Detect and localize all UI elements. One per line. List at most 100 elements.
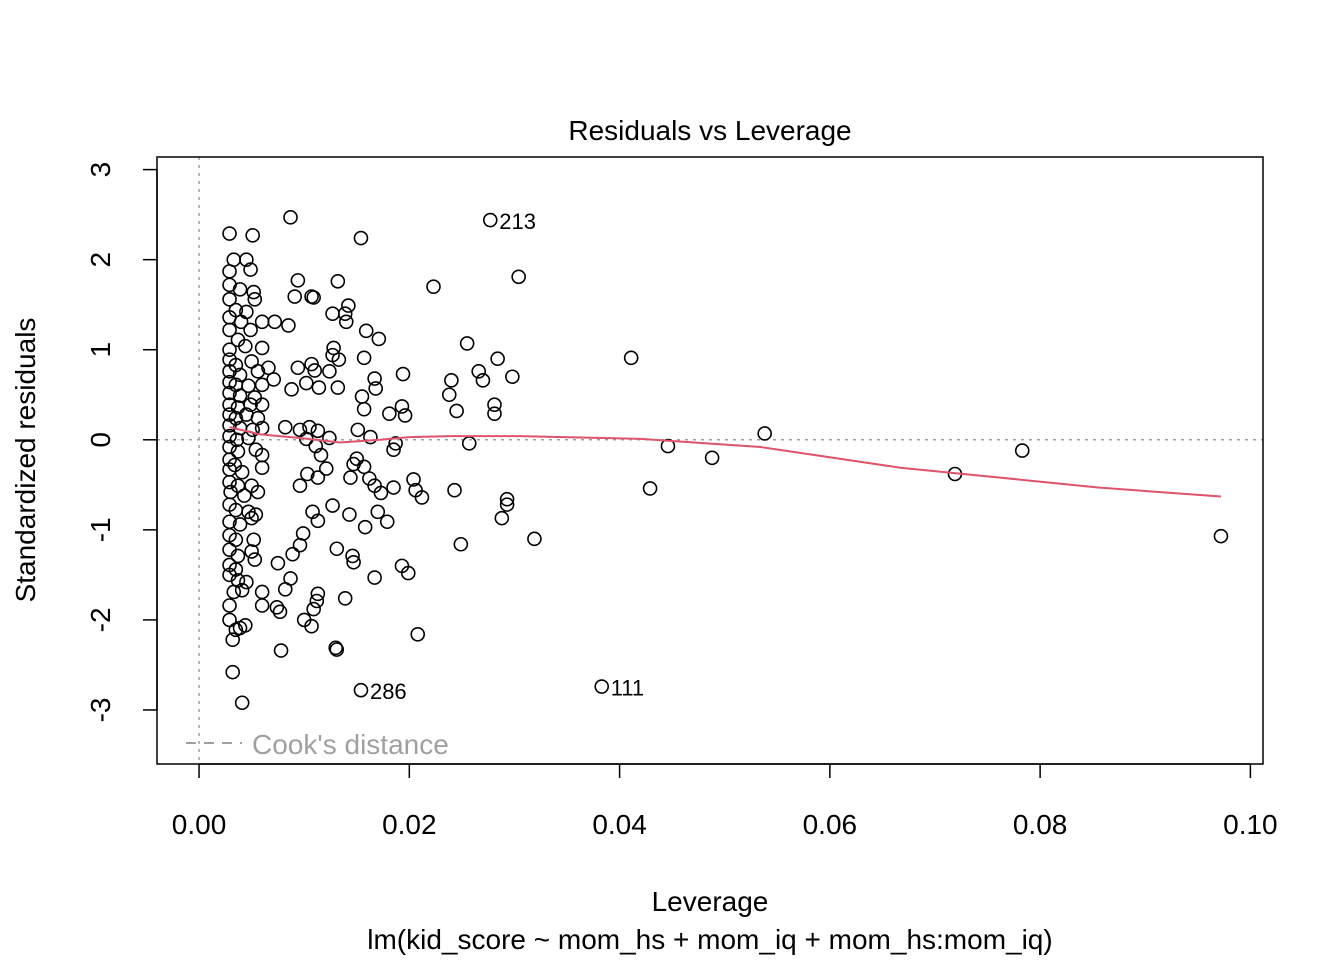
data-point	[482, 212, 498, 228]
data-point	[331, 352, 347, 367]
data-point	[318, 461, 334, 476]
data-point	[757, 426, 772, 441]
y-tick-label: -1	[85, 517, 116, 542]
data-point	[222, 598, 237, 613]
data-point	[356, 401, 372, 417]
data-point	[272, 604, 288, 620]
data-point	[232, 388, 248, 403]
data-point	[388, 436, 403, 451]
data-point	[357, 519, 373, 535]
data-point	[310, 513, 326, 529]
data-point	[247, 291, 263, 307]
data-point	[441, 387, 457, 403]
y-tick-label: 3	[85, 162, 116, 178]
data-point	[250, 410, 266, 426]
x-axis: 0.00 0.02 0.04 0.06 0.08 0.10	[172, 763, 1278, 840]
data-point	[338, 314, 354, 330]
data-point	[306, 601, 321, 617]
data-point	[368, 381, 383, 396]
y-tick-label: 0	[85, 432, 116, 448]
data-point	[342, 507, 357, 522]
data-point	[345, 548, 360, 564]
data-point	[298, 375, 314, 391]
point-label: 111	[611, 676, 644, 701]
data-point	[322, 364, 337, 379]
data-point	[230, 444, 246, 459]
x-tick-label: 0.04	[592, 809, 647, 840]
data-point	[292, 537, 308, 553]
data-point	[310, 470, 326, 485]
data-point	[397, 408, 413, 423]
data-point	[395, 366, 411, 382]
plot-area: 213 111 286	[157, 157, 1263, 764]
data-point	[307, 363, 322, 378]
data-point	[330, 273, 346, 289]
data-point	[226, 584, 242, 600]
data-point	[245, 422, 260, 438]
data-point	[499, 491, 515, 507]
y-tick-label: -3	[85, 698, 116, 723]
data-point	[277, 419, 293, 435]
data-point	[250, 364, 266, 379]
data-point	[494, 510, 510, 526]
data-point	[287, 289, 303, 304]
data-point	[453, 536, 469, 552]
data-point	[505, 369, 520, 385]
data-point	[254, 397, 270, 412]
data-point	[243, 262, 258, 277]
data-point	[330, 380, 346, 395]
data-point	[239, 252, 254, 267]
x-tick-label: 0.06	[803, 809, 858, 840]
data-point	[642, 481, 658, 496]
data-point	[660, 438, 676, 454]
data-point	[325, 498, 340, 513]
data-point	[285, 546, 300, 562]
data-point	[341, 298, 356, 313]
data-point	[487, 397, 502, 412]
data-point	[310, 586, 326, 602]
data-point	[269, 599, 285, 615]
data-point	[487, 406, 502, 421]
data-point	[225, 632, 240, 648]
data-point	[222, 397, 237, 412]
data-point	[310, 423, 326, 439]
data-point	[704, 450, 720, 466]
data-point	[232, 517, 248, 532]
data-point	[353, 682, 369, 698]
data-point	[281, 318, 296, 333]
data-point	[222, 428, 237, 444]
point-label: 213	[499, 209, 536, 234]
data-point	[233, 314, 249, 330]
data-point	[254, 598, 270, 613]
data-point	[243, 397, 258, 412]
data-point	[379, 514, 395, 530]
data-point	[292, 478, 308, 494]
data-point	[623, 350, 639, 366]
data-point	[367, 371, 382, 386]
y-tick-label: 2	[85, 252, 116, 268]
y-tick-label: 1	[85, 342, 116, 358]
data-point	[246, 532, 262, 548]
data-point	[283, 210, 298, 225]
data-point	[370, 504, 386, 520]
data-point	[406, 472, 421, 487]
data-point	[222, 342, 237, 358]
data-point	[270, 555, 286, 571]
data-point	[350, 422, 366, 438]
data-point	[250, 484, 266, 500]
data-point	[248, 507, 264, 522]
chart-title: Residuals vs Leverage	[568, 115, 851, 146]
data-point	[222, 418, 237, 433]
data-point	[225, 664, 240, 680]
x-tick-label: 0.00	[172, 809, 227, 840]
data-point	[410, 627, 426, 642]
data-point	[222, 364, 237, 379]
data-point	[254, 584, 270, 600]
data-point	[444, 373, 459, 388]
data-point	[222, 474, 237, 490]
data-point	[499, 497, 515, 512]
data-point	[254, 377, 270, 393]
data-point	[238, 338, 253, 354]
data-point	[447, 482, 462, 498]
